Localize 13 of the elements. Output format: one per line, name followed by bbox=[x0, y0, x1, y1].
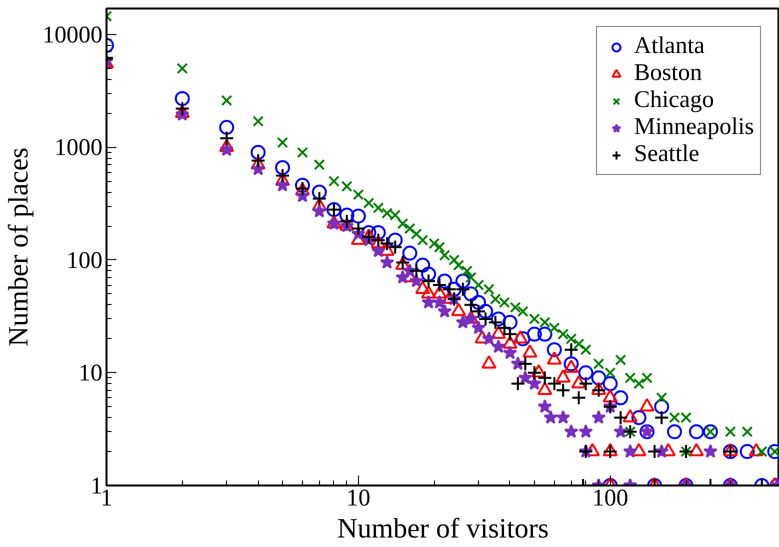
y-tick-label: 10 bbox=[78, 360, 102, 387]
legend-label: Minneapolis bbox=[634, 114, 754, 141]
legend-label: Chicago bbox=[634, 87, 714, 114]
x-tick-label: 100 bbox=[592, 486, 628, 512]
y-tick-label: 10000 bbox=[42, 22, 102, 48]
legend-label: Atlanta bbox=[634, 33, 705, 60]
x-tick-label: 10 bbox=[346, 486, 370, 512]
y-tick-label: 100 bbox=[66, 248, 102, 274]
legend-label: Boston bbox=[634, 60, 702, 87]
x-axis-title: Number of visitors bbox=[337, 514, 549, 544]
legend-label: Seattle bbox=[634, 141, 700, 168]
y-tick-label: 1000 bbox=[54, 135, 102, 162]
y-axis-title: Number of places bbox=[4, 147, 34, 347]
